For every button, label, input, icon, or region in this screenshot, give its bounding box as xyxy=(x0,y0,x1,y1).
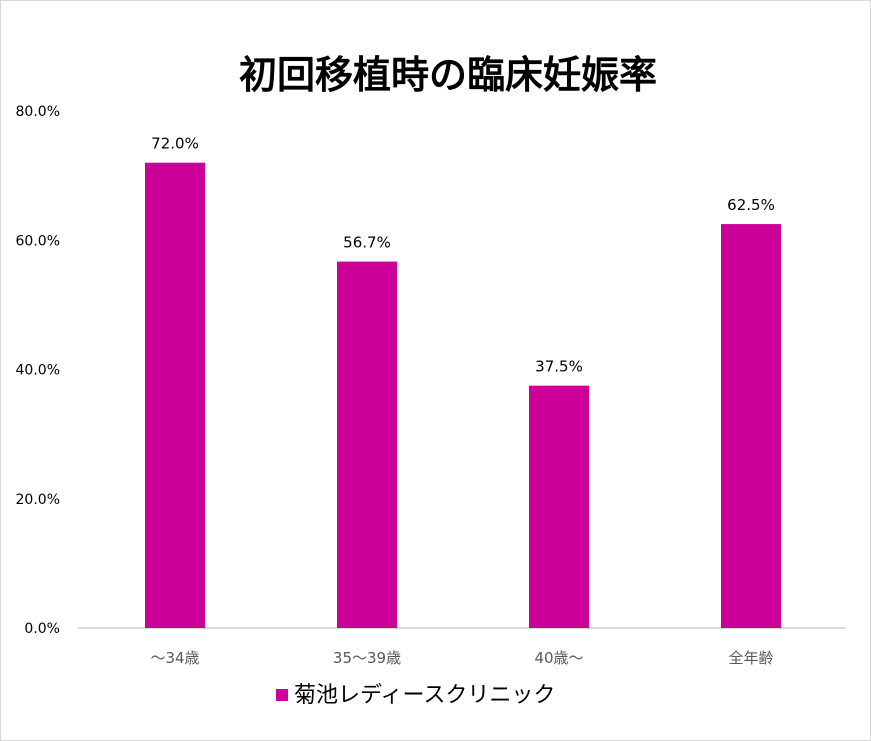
x-axis: ～34歳 35～39歳 40歳～ 全年齢 xyxy=(150,649,773,667)
legend-label: 菊池レディースクリニック xyxy=(294,683,555,708)
bar xyxy=(529,385,589,628)
x-tick-label: 40歳～ xyxy=(534,649,583,667)
x-tick-label: ～34歳 xyxy=(150,649,199,667)
x-tick-label: 全年齢 xyxy=(728,649,773,667)
data-label: 56.7% xyxy=(343,234,391,252)
y-tick-label: 80.0% xyxy=(16,104,60,120)
y-axis: 0.0% 20.0% 40.0% 60.0% 80.0% xyxy=(16,104,60,637)
legend-swatch xyxy=(276,689,288,701)
data-label: 37.5% xyxy=(535,358,583,376)
data-label: 62.5% xyxy=(727,196,775,214)
y-tick-label: 40.0% xyxy=(16,363,60,379)
data-label: 72.0% xyxy=(151,135,199,153)
y-tick-label: 0.0% xyxy=(24,621,60,637)
y-tick-label: 60.0% xyxy=(16,233,60,249)
bar xyxy=(145,162,205,628)
bar xyxy=(337,261,397,628)
x-tick-label: 35～39歳 xyxy=(333,649,401,667)
legend: 菊池レディースクリニック xyxy=(276,683,555,708)
bars: 72.0% 56.7% 37.5% 62.5% xyxy=(145,135,781,628)
chart-title: 初回移植時の臨床妊娠率 xyxy=(239,53,657,97)
bar xyxy=(721,224,781,628)
y-tick-label: 20.0% xyxy=(16,492,60,508)
